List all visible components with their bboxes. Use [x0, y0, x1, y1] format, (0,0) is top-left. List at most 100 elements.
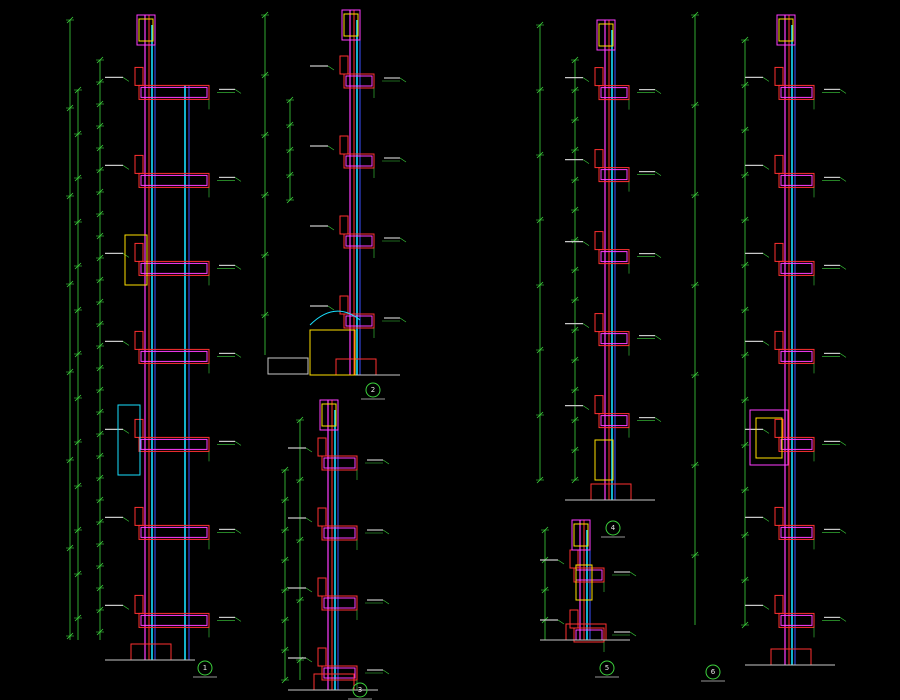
- leader: [582, 323, 590, 328]
- leader: [839, 265, 847, 270]
- slab: [138, 172, 210, 188]
- slab: [138, 524, 210, 540]
- parapet: [571, 519, 591, 551]
- window-frame: [575, 564, 593, 601]
- leader: [122, 517, 130, 522]
- leader: [654, 253, 662, 258]
- window-frame: [117, 404, 141, 476]
- slab: [138, 84, 210, 100]
- slab-finish: [323, 597, 356, 609]
- sill: [134, 418, 144, 438]
- leader: [629, 631, 637, 637]
- sill: [569, 609, 579, 629]
- leader: [762, 253, 770, 258]
- slab: [778, 436, 815, 452]
- leader: [122, 77, 130, 82]
- leader: [122, 341, 130, 346]
- slab: [343, 313, 375, 329]
- slab: [138, 348, 210, 364]
- leader: [762, 605, 770, 610]
- slab: [138, 260, 210, 276]
- slab-finish: [140, 86, 208, 98]
- slab: [321, 455, 358, 471]
- canopy: [309, 310, 361, 326]
- slab: [598, 413, 630, 429]
- parapet-core: [598, 23, 614, 47]
- slab: [343, 73, 375, 89]
- leader: [122, 605, 130, 610]
- slab-finish: [140, 174, 208, 186]
- window-frame: [594, 439, 614, 481]
- slab: [598, 167, 630, 183]
- leader: [399, 77, 407, 83]
- slab-finish: [780, 86, 813, 98]
- sill: [317, 507, 327, 527]
- slab-finish: [140, 262, 208, 274]
- parapet-core: [343, 13, 359, 37]
- sill: [774, 418, 784, 438]
- slab-finish: [323, 527, 356, 539]
- leader: [305, 517, 313, 523]
- leader: [234, 529, 242, 534]
- leader: [654, 335, 662, 340]
- slab: [598, 331, 630, 347]
- leader: [557, 559, 565, 565]
- leader: [234, 441, 242, 446]
- slab: [138, 612, 210, 628]
- leader: [382, 529, 390, 535]
- leader: [399, 317, 407, 323]
- leader: [399, 157, 407, 163]
- section-marker: [197, 660, 213, 676]
- leader: [234, 265, 242, 270]
- sill: [339, 295, 349, 315]
- leader: [839, 529, 847, 534]
- leader: [654, 171, 662, 176]
- sill: [134, 330, 144, 350]
- sill: [594, 313, 604, 333]
- slab: [778, 524, 815, 540]
- parapet: [319, 399, 339, 431]
- leader: [327, 65, 335, 71]
- section-label: 6: [711, 668, 716, 676]
- parapet-core: [573, 523, 589, 547]
- sill: [594, 67, 604, 87]
- parapet: [136, 14, 156, 46]
- section-label: 4: [611, 524, 616, 532]
- slab: [138, 436, 210, 452]
- slab: [343, 233, 375, 249]
- sill: [774, 242, 784, 262]
- leader: [839, 617, 847, 622]
- leader: [762, 517, 770, 522]
- parapet: [596, 19, 616, 51]
- slab: [778, 260, 815, 276]
- leader: [122, 253, 130, 258]
- leader: [305, 447, 313, 453]
- slab-finish: [600, 169, 628, 181]
- sill: [134, 242, 144, 262]
- sill: [594, 395, 604, 415]
- slab: [778, 84, 815, 100]
- slab-finish: [323, 667, 356, 679]
- leader: [234, 89, 242, 94]
- slab: [598, 249, 630, 265]
- leader: [582, 77, 590, 82]
- slab-finish: [780, 614, 813, 626]
- sill: [339, 55, 349, 75]
- leader: [839, 177, 847, 182]
- leader: [327, 225, 335, 231]
- sill: [134, 506, 144, 526]
- leader: [762, 341, 770, 346]
- leader: [654, 417, 662, 422]
- step: [267, 357, 309, 375]
- sill: [594, 231, 604, 251]
- leader: [382, 599, 390, 605]
- section-marker: [599, 660, 615, 676]
- parapet-core: [321, 403, 337, 427]
- slab-finish: [780, 526, 813, 538]
- leader: [305, 657, 313, 663]
- leader: [234, 617, 242, 622]
- sill: [317, 577, 327, 597]
- leader: [839, 89, 847, 94]
- sill: [134, 154, 144, 174]
